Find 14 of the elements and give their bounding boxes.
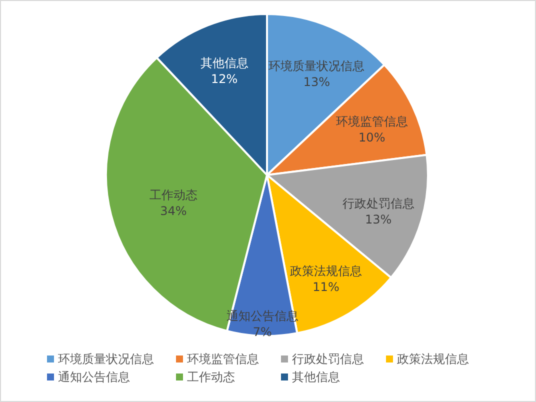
data-label: 13% xyxy=(364,212,392,226)
data-label: 13% xyxy=(303,75,330,90)
slice-label: 环境质量状况信息 xyxy=(268,59,365,74)
slice-label: 工作动态 xyxy=(149,188,198,202)
data-label: 11% xyxy=(312,280,340,294)
slice-label: 其他信息 xyxy=(200,56,248,70)
legend-label: 工作动态 xyxy=(187,370,235,384)
data-label: 10% xyxy=(358,130,386,145)
data-label: 12% xyxy=(210,72,238,86)
slice-label: 行政处罚信息 xyxy=(342,196,414,210)
legend-label: 其他信息 xyxy=(292,370,340,384)
data-label: 34% xyxy=(160,204,187,218)
slice-label: 政策法规信息 xyxy=(290,264,362,278)
slice-label: 环境监管信息 xyxy=(336,114,408,129)
